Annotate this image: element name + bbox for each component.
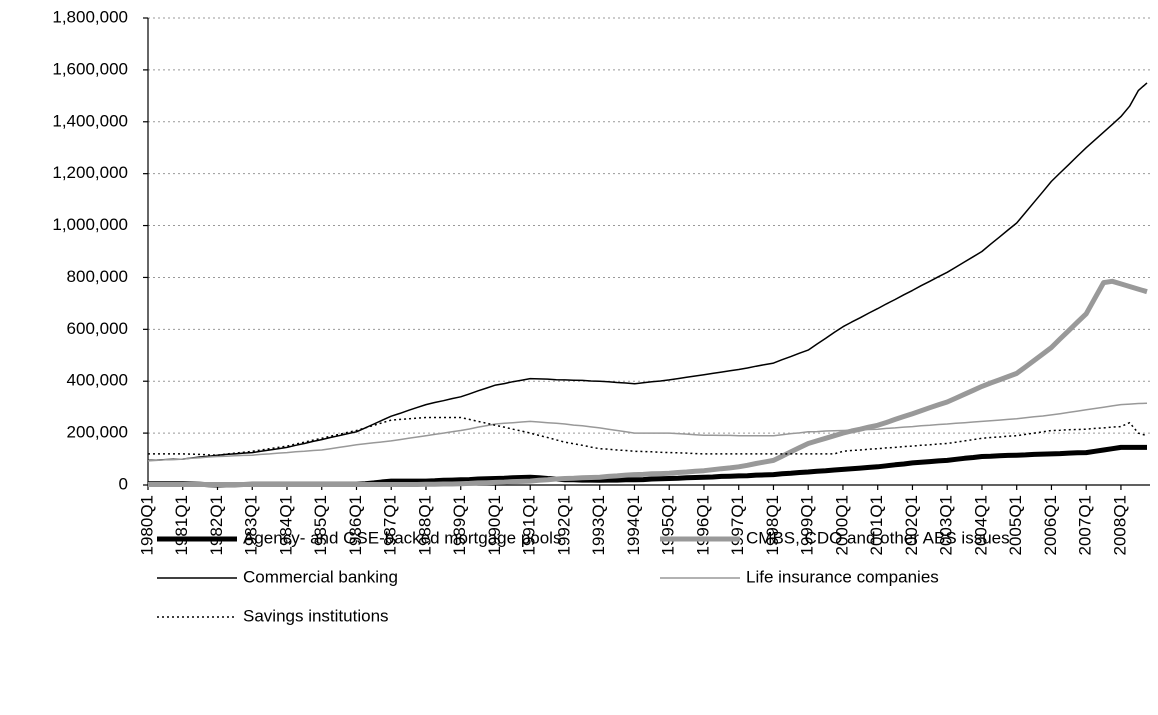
y-tick-label: 400,000 [67, 371, 128, 390]
y-tick-label: 1,800,000 [52, 7, 128, 26]
x-tick-label: 1987Q1 [381, 495, 400, 556]
x-tick-label: 1981Q1 [172, 495, 191, 556]
series-line [148, 278, 1148, 487]
x-tick-label: 2002Q1 [902, 495, 921, 556]
x-tick-label: 1985Q1 [311, 495, 330, 556]
x-tick-label: 1999Q1 [798, 495, 817, 556]
y-tick-label: 0 [119, 474, 128, 493]
series-line [147, 82, 1148, 462]
x-tick-label: 1991Q1 [520, 495, 539, 556]
x-tick-label: 1980Q1 [137, 495, 156, 556]
x-tick-label: 1994Q1 [624, 495, 643, 556]
legend-label: Savings institutions [243, 606, 389, 625]
legend-label: CMBS, CDO and other ABS issues [746, 528, 1010, 547]
x-tick-label: 1988Q1 [415, 495, 434, 556]
y-tick-label: 1,200,000 [52, 163, 128, 182]
x-tick-label: 1993Q1 [589, 495, 608, 556]
x-tick-label: 1992Q1 [554, 495, 573, 556]
y-tick-label: 1,600,000 [52, 59, 128, 78]
series-line [148, 416, 1148, 456]
x-tick-label: 1998Q1 [763, 495, 782, 556]
y-tick-label: 200,000 [67, 423, 128, 442]
legend-label: Life insurance companies [746, 567, 939, 586]
x-tick-label: 1982Q1 [207, 495, 226, 556]
y-tick-label: 1,000,000 [52, 215, 128, 234]
x-tick-label: 2004Q1 [971, 495, 990, 556]
x-tick-label: 1986Q1 [346, 495, 365, 556]
x-tick-label: 1983Q1 [242, 495, 261, 556]
x-tick-label: 2000Q1 [832, 495, 851, 556]
x-tick-label: 2006Q1 [1041, 495, 1060, 556]
y-tick-label: 800,000 [67, 267, 128, 286]
x-tick-label: 1990Q1 [485, 495, 504, 556]
x-tick-label: 2003Q1 [937, 495, 956, 556]
x-tick-label: 1995Q1 [659, 495, 678, 556]
x-tick-label: 1996Q1 [693, 495, 712, 556]
series-line [148, 444, 1147, 488]
y-tick-label: 1,400,000 [52, 111, 128, 130]
y-tick-label: 600,000 [67, 319, 128, 338]
x-tick-label: 1997Q1 [728, 495, 747, 556]
series-line [147, 402, 1148, 462]
x-tick-label: 2008Q1 [1110, 495, 1129, 556]
x-tick-label: 1989Q1 [450, 495, 469, 556]
x-tick-label: 1984Q1 [276, 495, 295, 556]
x-tick-label: 2007Q1 [1076, 495, 1095, 556]
x-tick-label: 2001Q1 [867, 495, 886, 556]
x-tick-label: 2005Q1 [1006, 495, 1025, 556]
legend-label: Agency- and GSE-backed mortgage pools [243, 528, 561, 547]
legend-label: Commercial banking [243, 567, 398, 586]
